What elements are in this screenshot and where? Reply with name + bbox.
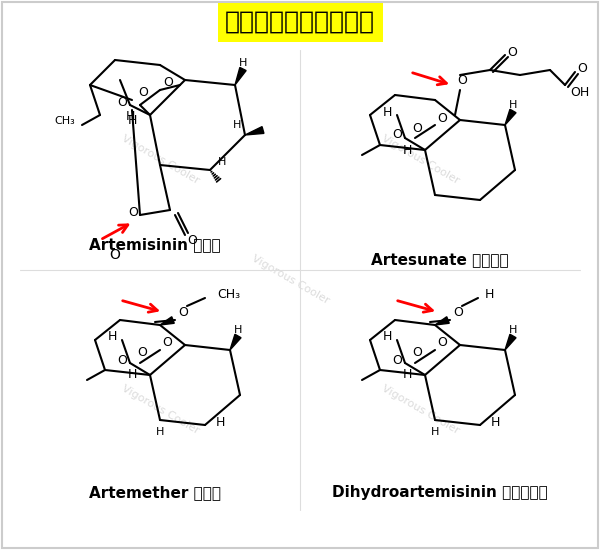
- Text: Vigorous Cooler: Vigorous Cooler: [380, 384, 460, 436]
- Polygon shape: [160, 317, 174, 325]
- Text: H: H: [239, 58, 247, 68]
- Text: H: H: [215, 416, 224, 430]
- Text: O: O: [117, 96, 127, 109]
- Text: O: O: [110, 248, 121, 262]
- Text: O: O: [437, 337, 447, 349]
- Text: Vigorous Cooler: Vigorous Cooler: [119, 384, 200, 436]
- Polygon shape: [245, 126, 264, 135]
- Text: O: O: [412, 122, 422, 135]
- Text: Vigorous Cooler: Vigorous Cooler: [380, 134, 460, 186]
- Text: O: O: [437, 112, 447, 124]
- Text: O: O: [128, 206, 138, 218]
- Text: O: O: [187, 234, 197, 246]
- Text: H: H: [382, 106, 392, 118]
- Text: O: O: [138, 86, 148, 100]
- Text: Vigorous Cooler: Vigorous Cooler: [250, 254, 331, 306]
- Text: O: O: [137, 346, 147, 360]
- Text: O: O: [162, 337, 172, 349]
- Text: 青蒿素及其主要衍生物: 青蒿素及其主要衍生物: [225, 10, 375, 34]
- Text: O: O: [163, 75, 173, 89]
- Text: H: H: [218, 157, 226, 167]
- Text: H: H: [107, 331, 116, 344]
- Text: OH: OH: [571, 85, 590, 98]
- Text: H: H: [509, 325, 517, 335]
- Polygon shape: [235, 68, 246, 85]
- Polygon shape: [505, 334, 516, 350]
- Text: Dihydroartemisinin 双氢青蒿素: Dihydroartemisinin 双氢青蒿素: [332, 486, 548, 500]
- Text: H: H: [233, 120, 241, 130]
- Text: Artesunate 青蒿琥酯: Artesunate 青蒿琥酯: [371, 252, 509, 267]
- Text: CH₃: CH₃: [217, 289, 240, 301]
- Text: Artemether 蒿甲醚: Artemether 蒿甲醚: [89, 486, 221, 500]
- Text: O: O: [577, 62, 587, 74]
- Text: H: H: [156, 427, 164, 437]
- Text: O: O: [117, 354, 127, 366]
- Text: Vigorous Cooler: Vigorous Cooler: [119, 134, 200, 186]
- Text: H: H: [125, 111, 134, 124]
- Text: H: H: [403, 144, 412, 157]
- Text: H: H: [509, 100, 517, 110]
- Text: H: H: [485, 289, 494, 301]
- Text: H: H: [403, 368, 412, 382]
- Text: O: O: [457, 74, 467, 86]
- Polygon shape: [230, 334, 241, 350]
- Text: O: O: [392, 129, 402, 141]
- Text: H: H: [127, 368, 137, 382]
- Text: O: O: [507, 46, 517, 58]
- Polygon shape: [435, 317, 449, 325]
- Text: O: O: [392, 354, 402, 366]
- Text: H: H: [127, 113, 137, 127]
- Text: H: H: [431, 427, 439, 437]
- Text: Artemisinin 青蒿素: Artemisinin 青蒿素: [89, 238, 221, 252]
- Text: H: H: [490, 416, 500, 430]
- Text: H: H: [234, 325, 242, 335]
- Text: CH₃: CH₃: [54, 116, 75, 126]
- Polygon shape: [505, 109, 516, 125]
- Text: H: H: [382, 331, 392, 344]
- Text: O: O: [178, 305, 188, 318]
- Text: O: O: [453, 305, 463, 318]
- Text: O: O: [412, 346, 422, 360]
